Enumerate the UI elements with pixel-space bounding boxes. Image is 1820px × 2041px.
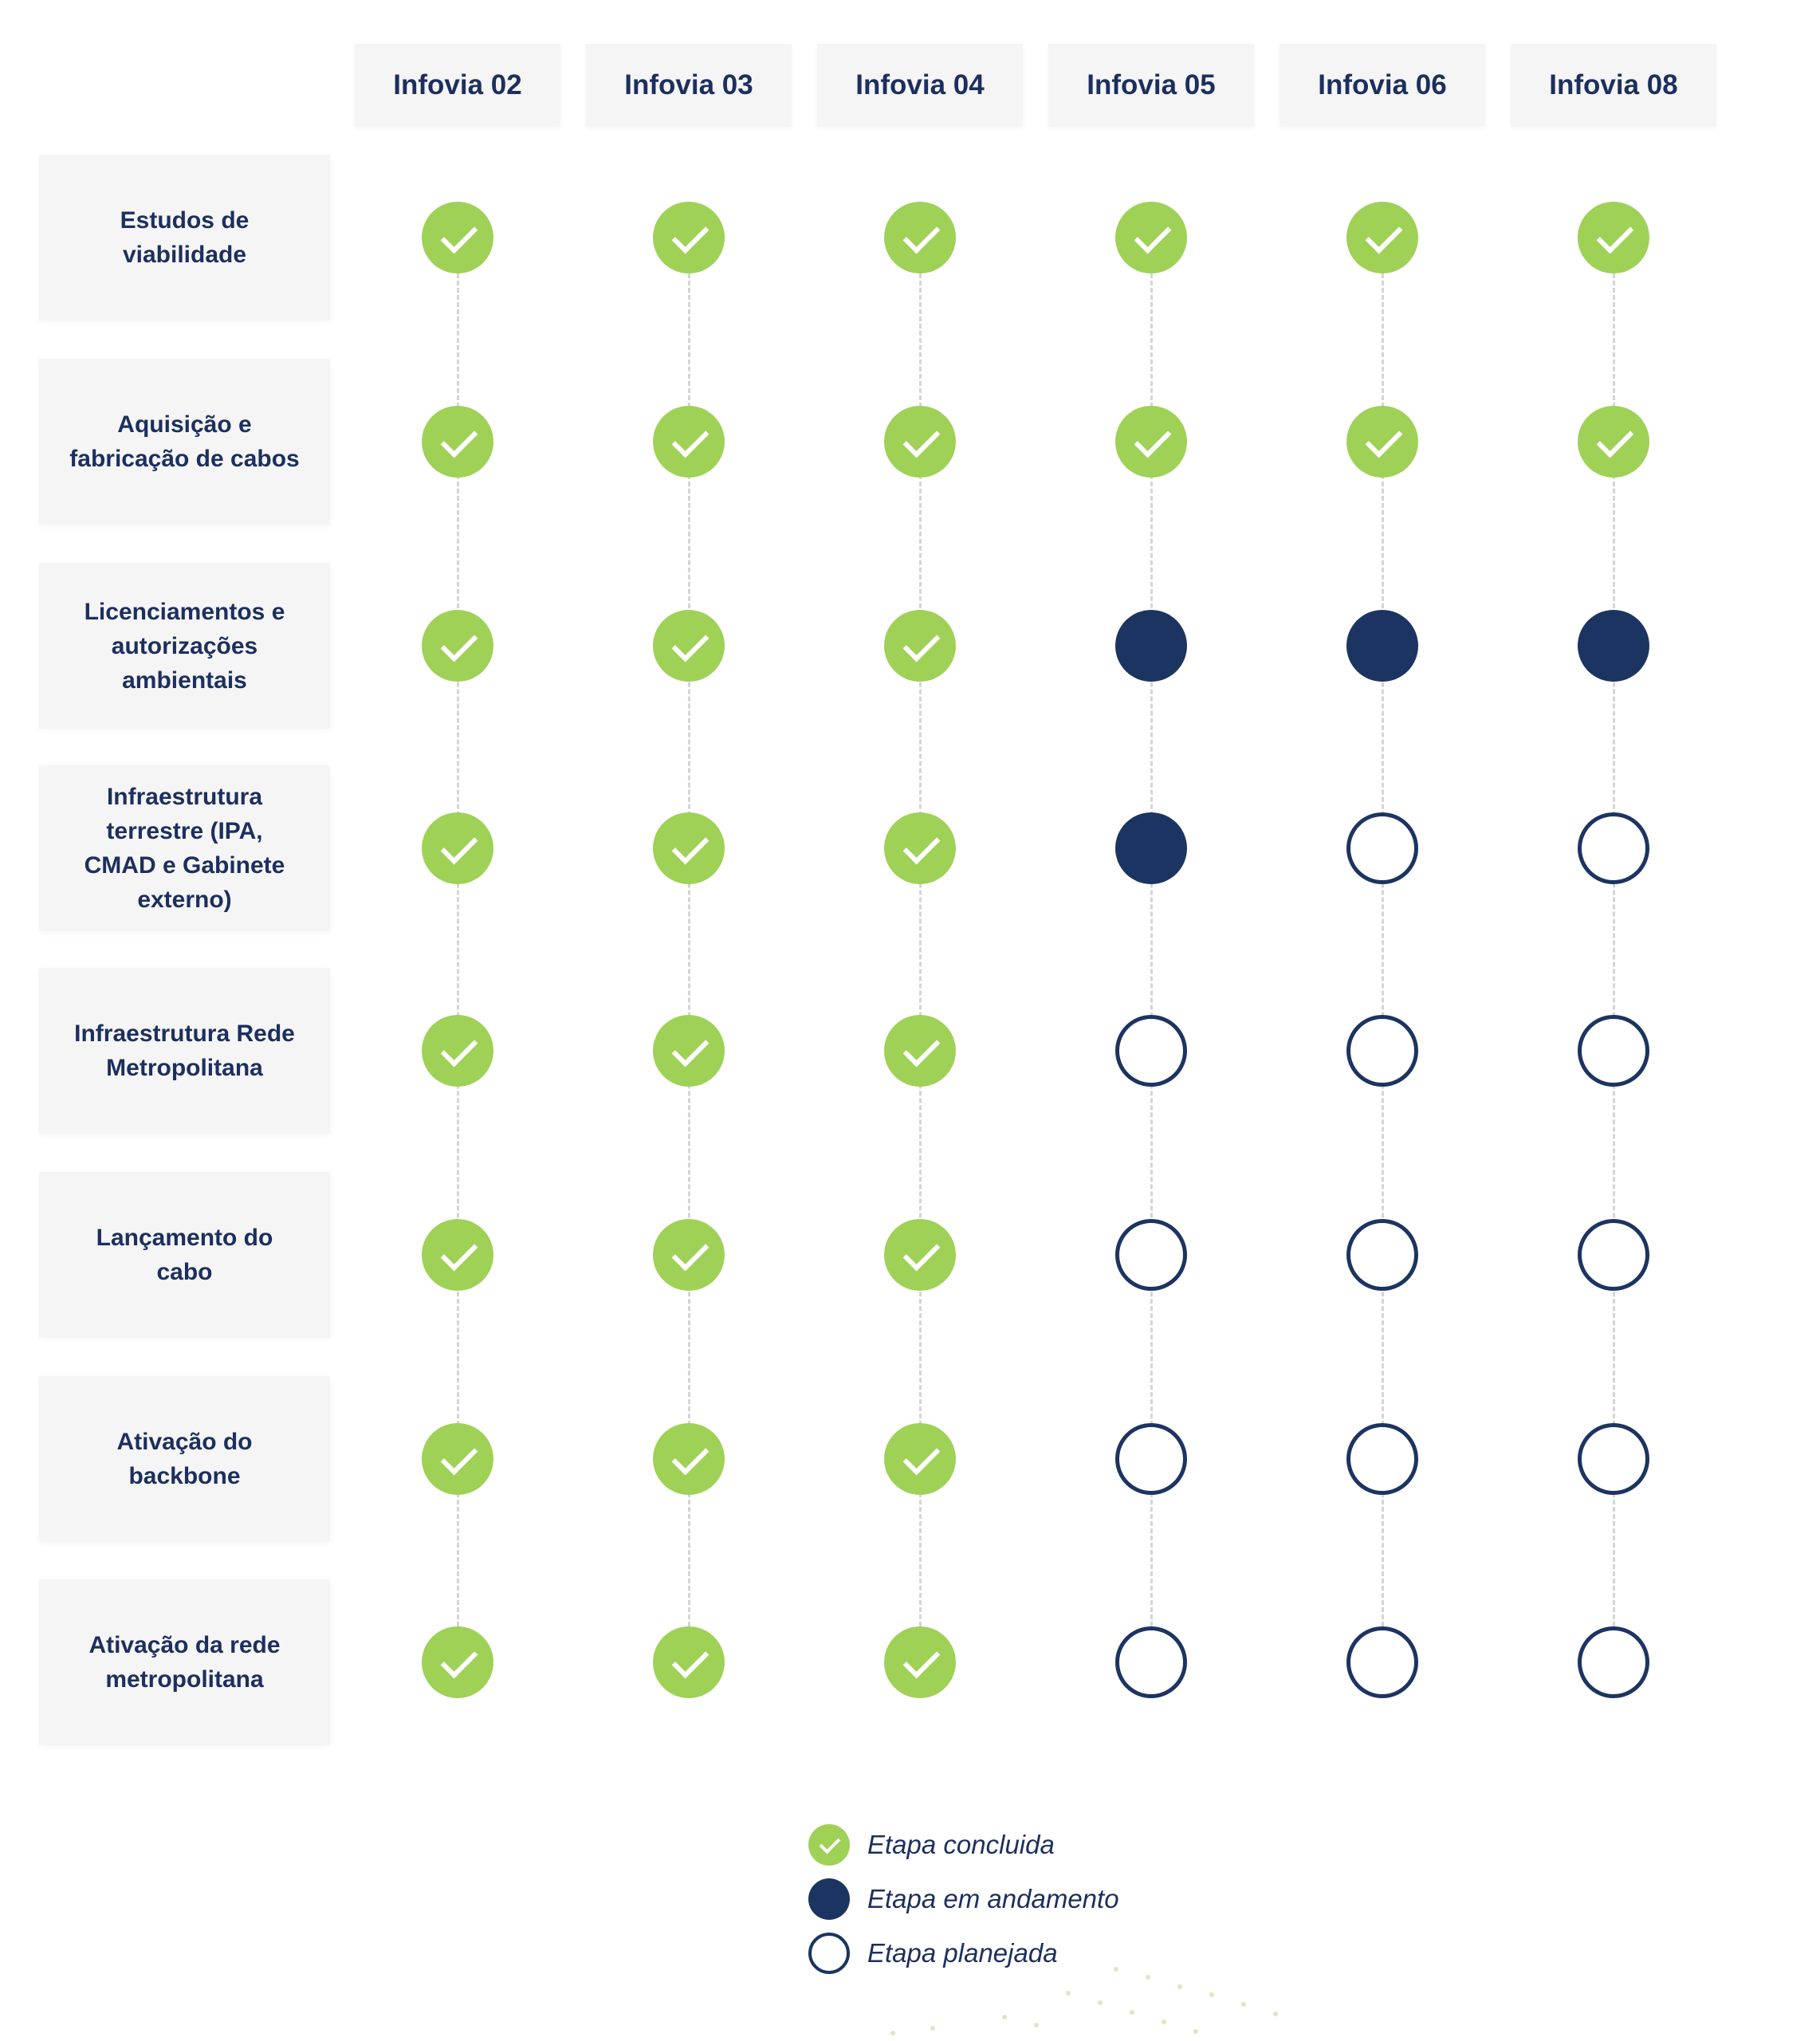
completed-check-icon — [653, 1219, 725, 1291]
completed-check-icon — [653, 406, 725, 478]
completed-check-icon — [422, 202, 493, 273]
completed-check-icon — [1115, 202, 1187, 273]
row-label: Estudos de viabilidade — [120, 207, 250, 268]
completed-check-icon — [653, 812, 725, 884]
completed-check-icon — [884, 1423, 956, 1495]
planned-circle-icon — [1578, 1626, 1649, 1698]
column-header: Infovia 05 — [1048, 44, 1254, 127]
planned-circle-icon — [1115, 1626, 1187, 1698]
row-label: Lançamento do cabo — [96, 1225, 273, 1285]
planned-circle-icon — [1578, 1015, 1649, 1087]
row-header: Ativação da rede metropolitana — [39, 1579, 330, 1745]
column-header: Infovia 02 — [355, 44, 560, 127]
planned-circle-icon — [1346, 812, 1418, 884]
legend-item-progress: Etapa em andamento — [808, 1878, 1119, 1920]
planned-circle-icon — [808, 1933, 850, 1974]
completed-check-icon — [884, 406, 956, 478]
in-progress-dot-icon — [1115, 812, 1187, 884]
connector-line — [1382, 238, 1384, 1662]
connector-line — [688, 238, 690, 1662]
in-progress-dot-icon — [1578, 610, 1649, 682]
row-header: Infraestrutura Rede Metropolitana — [39, 968, 330, 1134]
connector-line — [457, 238, 459, 1662]
completed-check-icon — [1578, 202, 1649, 273]
row-header: Estudos de viabilidade — [39, 155, 330, 321]
column-header: Infovia 06 — [1280, 44, 1485, 127]
planned-circle-icon — [1115, 1219, 1187, 1291]
completed-check-icon — [422, 1423, 493, 1495]
completed-check-icon — [1346, 406, 1418, 478]
connector-line — [1150, 238, 1153, 1662]
column-header: Infovia 03 — [586, 44, 792, 127]
completed-check-icon — [422, 1219, 493, 1291]
completed-check-icon — [422, 1015, 493, 1087]
legend-label-progress: Etapa em andamento — [867, 1884, 1119, 1913]
row-header: Infraestrutura terrestre (IPA, CMAD e Ga… — [39, 765, 330, 931]
in-progress-dot-icon — [808, 1878, 850, 1920]
completed-check-icon — [884, 812, 956, 884]
connector-line — [919, 238, 922, 1662]
planned-circle-icon — [1346, 1423, 1418, 1495]
column-header: Infovia 04 — [817, 44, 1023, 127]
completed-check-icon — [884, 610, 956, 682]
legend-item-done: Etapa concluida — [808, 1824, 1055, 1866]
planned-circle-icon — [1578, 812, 1649, 884]
row-label: Infraestrutura terrestre (IPA, CMAD e Ga… — [84, 784, 285, 913]
planned-circle-icon — [1115, 1423, 1187, 1495]
completed-check-icon — [653, 1423, 725, 1495]
row-label: Ativação da rede metropolitana — [88, 1632, 281, 1693]
row-header: Aquisição e fabricação de cabos — [39, 359, 330, 525]
connector-line — [1613, 238, 1615, 1662]
row-label: Aquisição e fabricação de cabos — [69, 411, 300, 472]
completed-check-icon — [653, 1015, 725, 1087]
completed-check-icon — [808, 1824, 850, 1866]
in-progress-dot-icon — [1346, 610, 1418, 682]
completed-check-icon — [884, 1626, 956, 1698]
planned-circle-icon — [1346, 1015, 1418, 1087]
column-header: Infovia 08 — [1511, 44, 1716, 127]
completed-check-icon — [653, 202, 725, 273]
planned-circle-icon — [1346, 1626, 1418, 1698]
completed-check-icon — [422, 406, 493, 478]
planned-circle-icon — [1578, 1219, 1649, 1291]
completed-check-icon — [653, 1626, 725, 1698]
row-label: Ativação do backbone — [116, 1429, 253, 1489]
row-label: Infraestrutura Rede Metropolitana — [74, 1020, 295, 1081]
in-progress-dot-icon — [1115, 610, 1187, 682]
completed-check-icon — [884, 1015, 956, 1087]
row-label: Licenciamentos e autorizações ambientais — [84, 598, 285, 694]
completed-check-icon — [422, 1626, 493, 1698]
planned-circle-icon — [1115, 1015, 1187, 1087]
completed-check-icon — [1115, 406, 1187, 478]
completed-check-icon — [884, 1219, 956, 1291]
planned-circle-icon — [1346, 1219, 1418, 1291]
completed-check-icon — [653, 610, 725, 682]
completed-check-icon — [884, 202, 956, 273]
legend-label-done: Etapa concluida — [867, 1830, 1055, 1859]
completed-check-icon — [1578, 406, 1649, 478]
completed-check-icon — [1346, 202, 1418, 273]
completed-check-icon — [422, 610, 493, 682]
row-header: Ativação do backbone — [39, 1376, 330, 1542]
row-header: Licenciamentos e autorizações ambientais — [39, 563, 330, 729]
planned-circle-icon — [1578, 1423, 1649, 1495]
legend-item-planned: Etapa planejada — [808, 1933, 1058, 1974]
legend-label-planned: Etapa planejada — [867, 1938, 1058, 1968]
row-header: Lançamento do cabo — [39, 1172, 330, 1338]
decorative-dot-pattern — [890, 1967, 1278, 2035]
completed-check-icon — [422, 812, 493, 884]
